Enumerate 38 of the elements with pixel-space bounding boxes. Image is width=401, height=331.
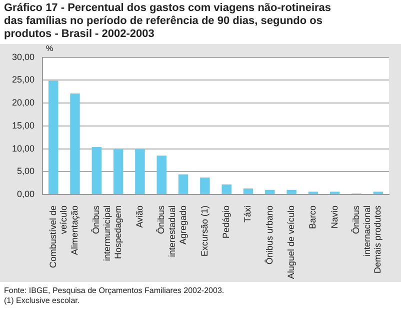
x-tick-label: Agregado: [178, 205, 188, 244]
bar: [265, 190, 275, 194]
y-tick-label: 25,00: [12, 74, 35, 85]
bar: [222, 184, 232, 194]
y-tick-label: 0,00: [16, 188, 35, 199]
bar: [286, 190, 296, 194]
x-tick-label: Aluguel de veículo: [286, 205, 296, 280]
x-tick-label: Hospedagem: [112, 205, 123, 259]
source-note: Fonte: IBGE, Pesquisa de Orçamentos Familiares 2002-2003.: [4, 286, 226, 296]
x-tick-label: Excursão (1): [199, 205, 210, 256]
x-tick-label: Pedágio: [221, 205, 232, 238]
y-axis-title: %: [46, 44, 54, 53]
bar: [113, 148, 124, 194]
bar: [70, 93, 80, 194]
x-tick-label: Ônibus interestadual: [156, 204, 177, 257]
bar: [92, 146, 102, 194]
x-tick-label: Táxi: [242, 205, 253, 222]
bar: [178, 174, 188, 194]
bar: [48, 80, 58, 194]
y-tick-label: 10,00: [12, 143, 35, 154]
x-tick-label: Barco: [308, 205, 318, 229]
x-tick-label: Combustível de veículo: [48, 205, 69, 268]
y-tick-label: 20,00: [12, 98, 35, 108]
y-tick-label: 15,00: [12, 120, 35, 130]
x-tick-label: Alimentação: [69, 205, 80, 255]
x-tick-label: Ônibus internacional: [351, 204, 372, 256]
bar: [135, 148, 145, 194]
bar: [200, 178, 210, 194]
y-tick-label: 5,00: [16, 166, 35, 176]
y-tick-label: 30,00: [12, 52, 35, 62]
bar: [156, 156, 166, 194]
x-tick-label: Demais produtos: [372, 204, 383, 274]
text: (1) Exclusive escolar.: [4, 296, 81, 306]
x-tick-label: Navio: [329, 205, 340, 228]
x-tick-label: Ônibus urbano: [264, 205, 274, 264]
x-tick-label: Avião: [134, 205, 144, 228]
bar: [243, 188, 254, 194]
chart-title: Gráfico 17 - Percentual dos gastos com viagens não-rotineiras das famílias no período de referência de 90 dias, segundo os produtos - Brasil - 2002-2003: [3, 1, 332, 41]
